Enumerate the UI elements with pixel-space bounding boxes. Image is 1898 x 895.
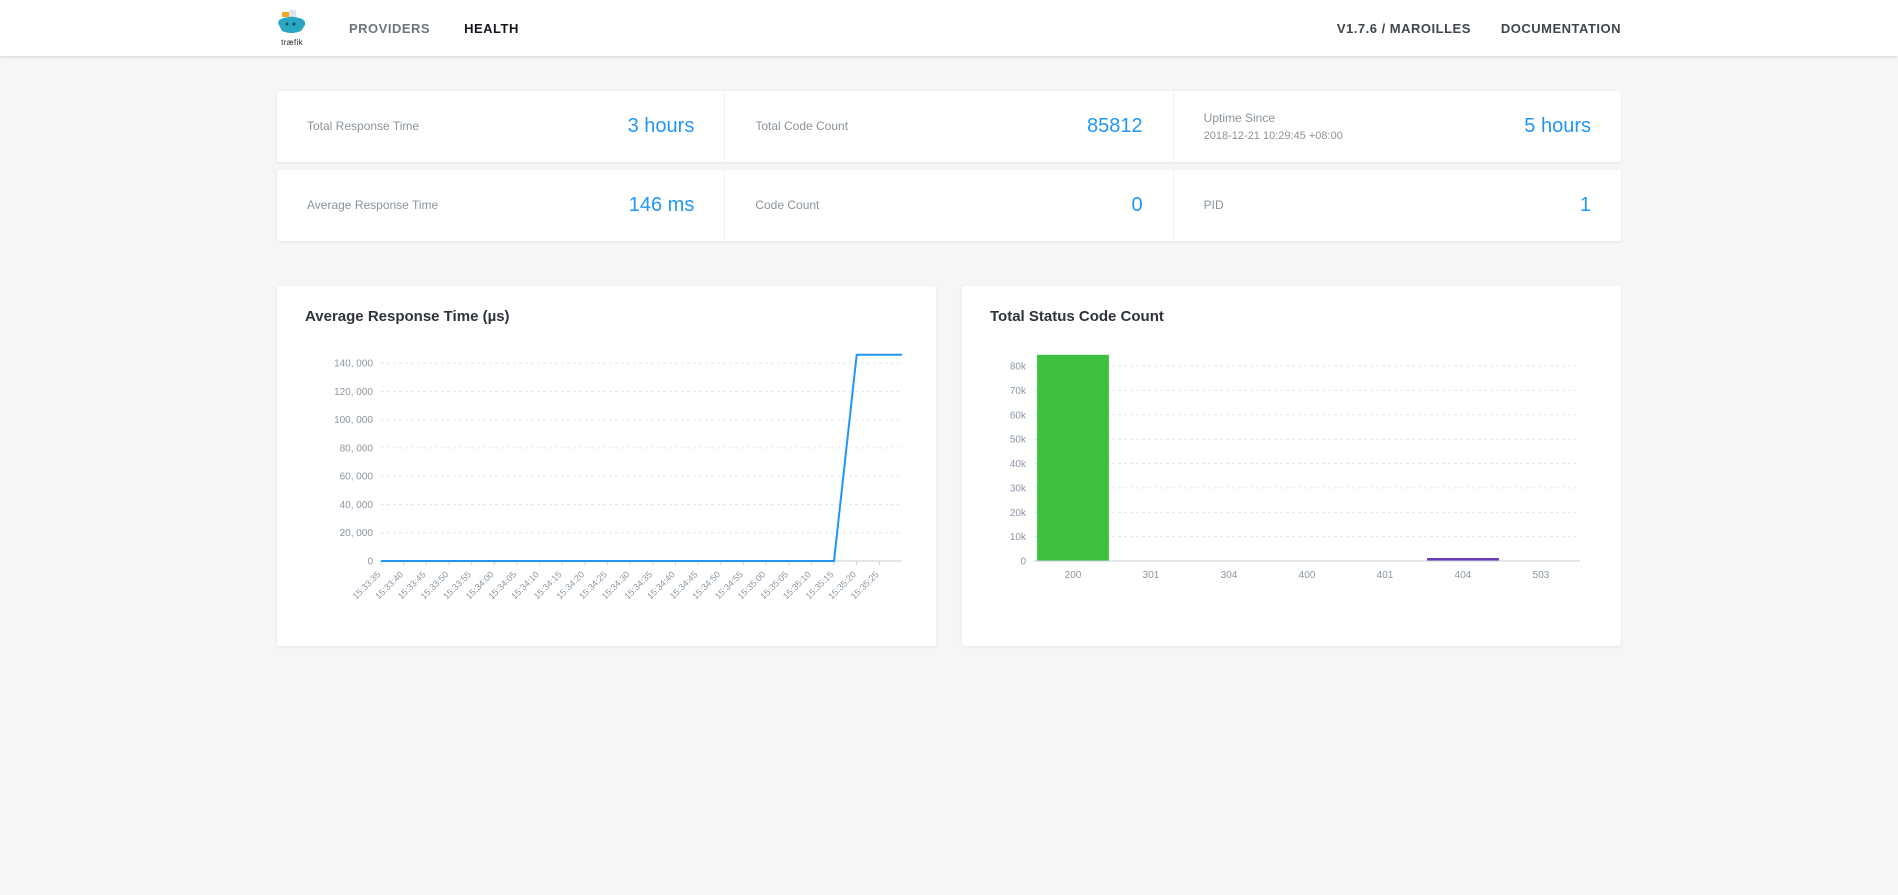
svg-text:100, 000: 100, 000 [334, 415, 373, 426]
svg-text:20k: 20k [1010, 508, 1027, 519]
traefik-logo-icon [277, 9, 307, 39]
svg-text:401: 401 [1377, 570, 1394, 581]
stat-label: PID [1203, 197, 1224, 212]
svg-text:0: 0 [367, 557, 373, 568]
traefik-logo[interactable]: træfik [277, 9, 307, 47]
svg-text:301: 301 [1143, 570, 1160, 581]
stat-value: 3 hours [627, 115, 695, 137]
status-code-bar-chart: 0 10k 20k 30k 40k 50k 60k 70k 80k 200 301 304 400 401… [982, 337, 1601, 647]
chart-title: Average Response Time (µs) [305, 308, 510, 325]
svg-text:404: 404 [1455, 570, 1472, 581]
svg-text:60, 000: 60, 000 [340, 472, 374, 483]
nav-item-providers[interactable]: PROVIDERS [349, 20, 431, 36]
navbar-inner: træfik PROVIDERS HEALTH V1.7.6 / MAROILL… [277, 0, 1621, 56]
svg-text:0: 0 [1020, 557, 1026, 568]
stat-code-count: Code Count 0 [724, 170, 1172, 241]
stat-average-response-time: Average Response Time 146 ms [277, 170, 724, 241]
response-time-line-chart: 0 20, 000 40, 000 60, 000 80, 000 100, 000 120… [297, 337, 916, 647]
stat-value: 1 [1579, 194, 1591, 216]
stat-label: Average Response Time [307, 197, 439, 212]
svg-text:20, 000: 20, 000 [340, 528, 374, 539]
svg-text:140, 000: 140, 000 [334, 359, 373, 370]
svg-text:503: 503 [1533, 570, 1550, 581]
navbar-right: V1.7.6 / MAROILLES DOCUMENTATION [1337, 21, 1621, 36]
traefik-logo-label: træfik [281, 37, 303, 47]
stat-value: 146 ms [628, 194, 695, 216]
stat-total-code-count: Total Code Count 85812 [724, 91, 1172, 162]
svg-text:60k: 60k [1010, 410, 1027, 421]
stat-label: Total Response Time [307, 118, 420, 133]
svg-text:40, 000: 40, 000 [340, 500, 374, 511]
charts-row: Average Response Time (µs) 0 20, 000 40, 0… [277, 286, 1621, 646]
top-navbar: træfik PROVIDERS HEALTH V1.7.6 / MAROILL… [0, 0, 1898, 56]
status-code-count-chart-card: Total Status Code Count 0 10k 20k 30k 40k 50k… [962, 286, 1621, 646]
stat-total-response-time: Total Response Time 3 hours [277, 91, 724, 162]
version-link[interactable]: V1.7.6 / MAROILLES [1336, 20, 1471, 36]
stats-row-2: Average Response Time 146 ms Code Count … [277, 170, 1621, 241]
svg-text:120, 000: 120, 000 [334, 387, 373, 398]
svg-text:70k: 70k [1010, 386, 1027, 397]
stat-pid: PID 1 [1172, 170, 1621, 241]
svg-text:10k: 10k [1010, 532, 1027, 543]
chart-title: Total Status Code Count [990, 308, 1164, 325]
svg-text:40k: 40k [1010, 459, 1027, 470]
main-menu: PROVIDERS HEALTH [349, 21, 519, 36]
svg-text:400: 400 [1299, 570, 1316, 581]
svg-text:80, 000: 80, 000 [340, 443, 374, 454]
stat-label: Uptime Since [1203, 111, 1276, 126]
nav-item-health[interactable]: HEALTH [464, 20, 519, 36]
svg-text:304: 304 [1221, 570, 1238, 581]
svg-text:30k: 30k [1010, 483, 1027, 494]
stat-value: 5 hours [1524, 115, 1591, 137]
average-response-time-chart-card: Average Response Time (µs) 0 20, 000 40, 0… [277, 286, 936, 646]
svg-text:200: 200 [1065, 570, 1082, 581]
uptime-start-timestamp: 2018-12-21 10:29:45 +08:00 [1203, 129, 1343, 142]
svg-text:50k: 50k [1010, 435, 1027, 446]
stat-uptime-since: Uptime Since 2018-12-21 10:29:45 +08:00 … [1172, 91, 1621, 162]
stat-label: Code Count [755, 197, 820, 212]
stat-value: 0 [1131, 194, 1143, 216]
svg-text:80k: 80k [1010, 362, 1027, 373]
stats-row-1: Total Response Time 3 hours Total Code C… [277, 91, 1621, 162]
stat-value: 85812 [1087, 115, 1143, 137]
health-page-content: Total Response Time 3 hours Total Code C… [277, 56, 1621, 646]
documentation-link[interactable]: DOCUMENTATION [1500, 20, 1621, 36]
stat-label: Total Code Count [755, 118, 849, 133]
